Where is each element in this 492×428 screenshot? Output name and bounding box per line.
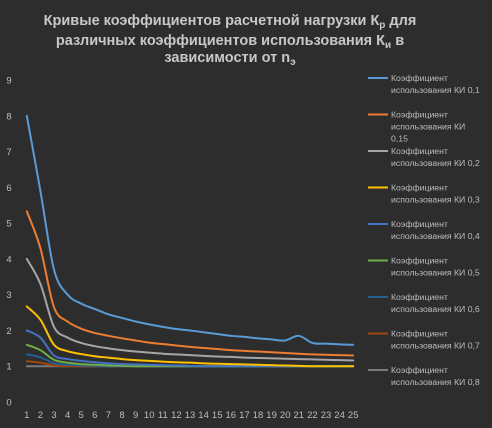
x-tick-label: 17 [239, 410, 250, 421]
x-tick-label: 8 [119, 410, 124, 421]
legend-label: Коэффициент использования КИ 0,7 [391, 329, 480, 351]
legend-item: Коэффициент использования КИ 0,1 [368, 73, 480, 95]
chart-title: Кривые коэффициентов расчетной нагрузки … [44, 13, 417, 68]
y-tick-label: 4 [6, 254, 11, 265]
x-tick-label: 4 [65, 410, 70, 421]
legend-label: Коэффициент использования КИ 0,4 [391, 219, 480, 241]
x-tick-label: 7 [106, 410, 111, 421]
legend-label: Коэффициент использования КИ 0,15 [391, 110, 465, 144]
legend-item: Коэффициент использования КИ 0,8 [368, 365, 480, 387]
y-tick-label: 5 [6, 219, 11, 230]
y-tick-label: 6 [6, 183, 11, 194]
x-tick-label: 23 [321, 410, 332, 421]
series-line-4 [25, 305, 355, 368]
x-tick-label: 25 [348, 410, 359, 421]
x-tick-label: 10 [144, 410, 155, 421]
x-tick-label: 2 [38, 410, 43, 421]
x-tick-label: 22 [307, 410, 318, 421]
y-tick-label: 0 [6, 398, 11, 409]
x-tick-label: 11 [158, 410, 168, 421]
chart-title-line-2: различных коэффициентов использования Ки… [56, 33, 404, 51]
x-tick-label: 20 [280, 410, 291, 421]
y-tick-label: 1 [6, 362, 11, 373]
y-tick-label: 3 [6, 290, 11, 301]
legend-item: Коэффициент использования КИ 0,15 [368, 110, 465, 144]
x-tick-label: 18 [253, 410, 264, 421]
chart-series [25, 114, 355, 368]
legend-label: Коэффициент использования КИ 0,1 [391, 73, 480, 95]
x-tick-label: 13 [185, 410, 196, 421]
x-tick-label: 9 [133, 410, 138, 421]
series-line-5 [25, 329, 355, 368]
x-tick-label: 12 [171, 410, 182, 421]
y-tick-label: 9 [6, 76, 11, 87]
legend-label: Коэффициент использования КИ 0,6 [391, 292, 480, 314]
chart-title-line-3: зависимости от nэ [164, 50, 296, 68]
legend-item: Коэффициент использования КИ 0,7 [368, 329, 480, 351]
legend-item: Коэффициент использования КИ 0,5 [368, 256, 480, 278]
series-line-1 [25, 114, 355, 346]
x-tick-label: 14 [198, 410, 209, 421]
x-tick-label: 6 [92, 410, 97, 421]
legend-item: Коэффициент использования КИ 0,6 [368, 292, 480, 314]
y-tick-label: 7 [6, 147, 11, 158]
x-tick-label: 24 [334, 410, 345, 421]
x-tick-label: 1 [24, 410, 29, 421]
x-tick-label: 19 [266, 410, 277, 421]
y-tick-label: 2 [6, 326, 11, 337]
legend-item: Коэффициент использования КИ 0,3 [368, 183, 480, 205]
legend-label: Коэффициент использования КИ 0,2 [391, 146, 480, 168]
legend-label: Коэффициент использования КИ 0,8 [391, 365, 480, 387]
series-line-2 [25, 210, 355, 357]
series-line-3 [25, 257, 355, 362]
legend-item: Коэффициент использования КИ 0,2 [368, 146, 480, 168]
legend-label: Коэффициент использования КИ 0,3 [391, 183, 480, 205]
legend-item: Коэффициент использования КИ 0,4 [368, 219, 480, 241]
x-tick-label: 15 [212, 410, 223, 421]
chart-legend: Коэффициент использования КИ 0,1 Коэффицие… [368, 73, 480, 387]
chart-title-line-1: Кривые коэффициентов расчетной нагрузки … [44, 13, 417, 31]
x-tick-label: 3 [51, 410, 56, 421]
legend-label: Коэффициент использования КИ 0,5 [391, 256, 480, 278]
x-tick-label: 16 [226, 410, 237, 421]
y-tick-label: 8 [6, 111, 11, 122]
x-tick-label: 5 [79, 410, 84, 421]
x-tick-label: 21 [294, 410, 305, 421]
